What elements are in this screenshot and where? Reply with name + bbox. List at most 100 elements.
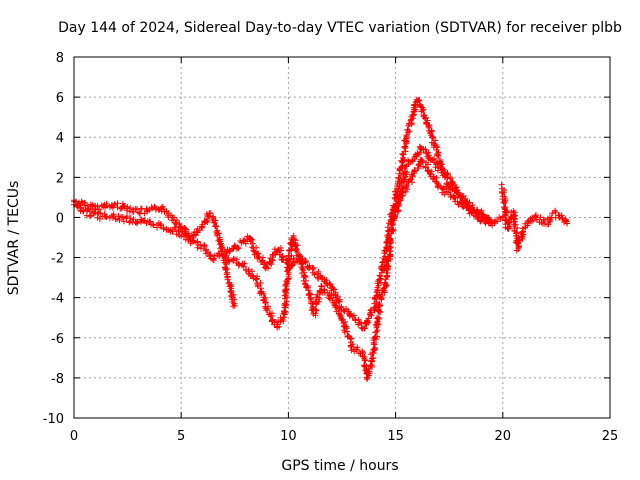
data-point xyxy=(282,308,289,315)
data-point xyxy=(365,315,372,322)
data-point xyxy=(263,264,270,271)
data-point xyxy=(512,221,519,228)
data-point xyxy=(416,97,422,104)
data-point xyxy=(402,145,409,152)
data-point xyxy=(400,151,407,158)
data-point xyxy=(284,276,291,283)
data-point xyxy=(377,273,384,280)
data-point xyxy=(397,189,404,195)
data-point xyxy=(415,161,422,168)
plot-frame xyxy=(73,56,611,419)
data-point xyxy=(411,167,418,173)
data-point xyxy=(425,161,431,168)
data-point xyxy=(103,214,110,220)
data-point xyxy=(434,167,441,174)
y-tick-label: 0 xyxy=(56,211,64,226)
data-point xyxy=(115,213,122,219)
data-point xyxy=(444,174,451,181)
x-tick-label: 10 xyxy=(280,429,297,444)
data-point xyxy=(552,207,558,214)
data-point xyxy=(278,247,285,254)
data-point xyxy=(185,235,192,242)
data-point xyxy=(312,306,319,313)
x-axis-title: GPS time / hours xyxy=(281,458,398,474)
data-point xyxy=(537,214,544,221)
data-point xyxy=(135,209,142,216)
series-C xyxy=(222,96,496,383)
data-point xyxy=(285,271,292,278)
data-point xyxy=(371,304,378,311)
data-point xyxy=(313,307,320,314)
data-point xyxy=(512,230,519,237)
data-point xyxy=(401,144,408,151)
data-point xyxy=(294,242,301,249)
data-point xyxy=(384,263,391,269)
data-point xyxy=(469,202,476,209)
data-point xyxy=(393,207,400,213)
data-point xyxy=(207,210,214,216)
data-point xyxy=(403,182,410,189)
data-point xyxy=(418,157,425,163)
data-point xyxy=(378,292,385,299)
data-point xyxy=(96,206,103,213)
data-point xyxy=(330,286,337,293)
data-point xyxy=(212,223,218,230)
data-point xyxy=(157,221,164,228)
data-point xyxy=(425,149,432,156)
data-point xyxy=(255,253,262,260)
data-point xyxy=(381,279,388,286)
data-point xyxy=(369,355,375,362)
data-point xyxy=(365,365,372,372)
series-D xyxy=(391,143,506,227)
data-point xyxy=(392,211,399,218)
data-point xyxy=(434,152,441,159)
data-point xyxy=(308,300,315,306)
data-point xyxy=(516,243,523,249)
data-point xyxy=(151,203,158,210)
y-tick-label: -10 xyxy=(43,412,64,427)
data-point xyxy=(74,202,81,209)
data-point xyxy=(415,151,422,158)
data-point xyxy=(284,259,291,266)
data-point xyxy=(422,146,429,153)
data-point xyxy=(443,188,450,195)
data-point xyxy=(395,201,402,208)
data-point xyxy=(204,219,211,225)
data-point xyxy=(116,217,123,223)
x-tick-label: 25 xyxy=(602,429,619,444)
y-axis-title: SDTVAR / TECUs xyxy=(6,181,22,296)
data-point xyxy=(179,228,186,235)
data-point xyxy=(257,280,264,286)
data-point xyxy=(374,286,381,293)
data-point xyxy=(389,221,396,228)
data-point xyxy=(210,219,217,226)
data-point xyxy=(373,299,380,306)
data-point xyxy=(477,218,484,224)
data-point xyxy=(394,202,401,209)
data-point xyxy=(210,255,217,262)
data-point xyxy=(361,355,368,362)
y-tick-label: -4 xyxy=(51,292,64,307)
data-point xyxy=(533,212,539,219)
data-point xyxy=(231,302,238,309)
data-point xyxy=(416,149,423,156)
data-point xyxy=(387,235,394,242)
y-tick-label: 6 xyxy=(56,91,64,106)
data-point xyxy=(303,258,309,265)
data-point xyxy=(260,290,267,297)
data-point xyxy=(511,218,518,225)
data-point xyxy=(434,144,441,151)
data-point xyxy=(235,245,242,252)
data-point xyxy=(281,302,288,309)
data-point xyxy=(111,200,118,207)
data-point xyxy=(337,312,344,319)
data-point xyxy=(119,214,126,221)
data-point xyxy=(124,204,131,210)
data-point xyxy=(396,167,403,174)
data-point xyxy=(494,218,501,225)
data-point xyxy=(379,259,386,266)
data-point xyxy=(288,252,295,259)
data-point xyxy=(269,318,276,325)
data-point xyxy=(240,263,247,270)
y-tick-label: -8 xyxy=(51,372,64,387)
